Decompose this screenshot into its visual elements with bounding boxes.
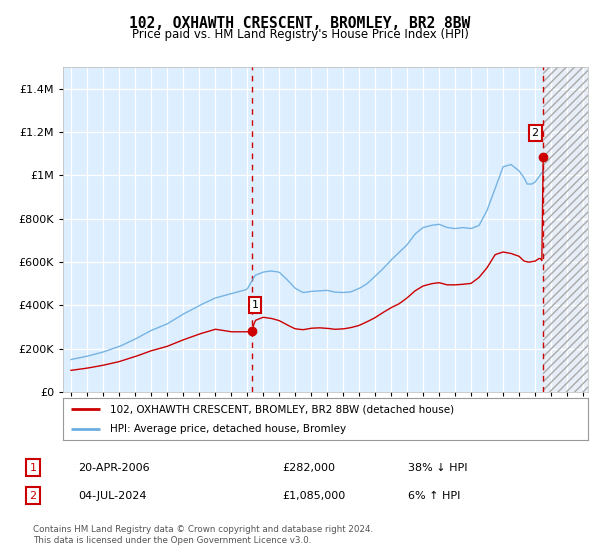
Text: 6% ↑ HPI: 6% ↑ HPI bbox=[408, 491, 460, 501]
Text: 102, OXHAWTH CRESCENT, BROMLEY, BR2 8BW (detached house): 102, OXHAWTH CRESCENT, BROMLEY, BR2 8BW … bbox=[110, 404, 454, 414]
Text: 1: 1 bbox=[29, 463, 37, 473]
Text: Contains HM Land Registry data © Crown copyright and database right 2024.
This d: Contains HM Land Registry data © Crown c… bbox=[33, 525, 373, 545]
Text: 102, OXHAWTH CRESCENT, BROMLEY, BR2 8BW: 102, OXHAWTH CRESCENT, BROMLEY, BR2 8BW bbox=[130, 16, 470, 31]
Bar bbox=[543, 67, 588, 392]
Text: 2: 2 bbox=[29, 491, 37, 501]
Text: 04-JUL-2024: 04-JUL-2024 bbox=[78, 491, 146, 501]
Text: 20-APR-2006: 20-APR-2006 bbox=[78, 463, 149, 473]
Text: 1: 1 bbox=[251, 300, 259, 310]
Bar bbox=[543, 67, 588, 392]
Text: £282,000: £282,000 bbox=[282, 463, 335, 473]
Text: Price paid vs. HM Land Registry's House Price Index (HPI): Price paid vs. HM Land Registry's House … bbox=[131, 28, 469, 41]
Text: £1,085,000: £1,085,000 bbox=[282, 491, 345, 501]
Text: HPI: Average price, detached house, Bromley: HPI: Average price, detached house, Brom… bbox=[110, 424, 346, 434]
Text: 38% ↓ HPI: 38% ↓ HPI bbox=[408, 463, 467, 473]
Text: 2: 2 bbox=[532, 128, 539, 138]
